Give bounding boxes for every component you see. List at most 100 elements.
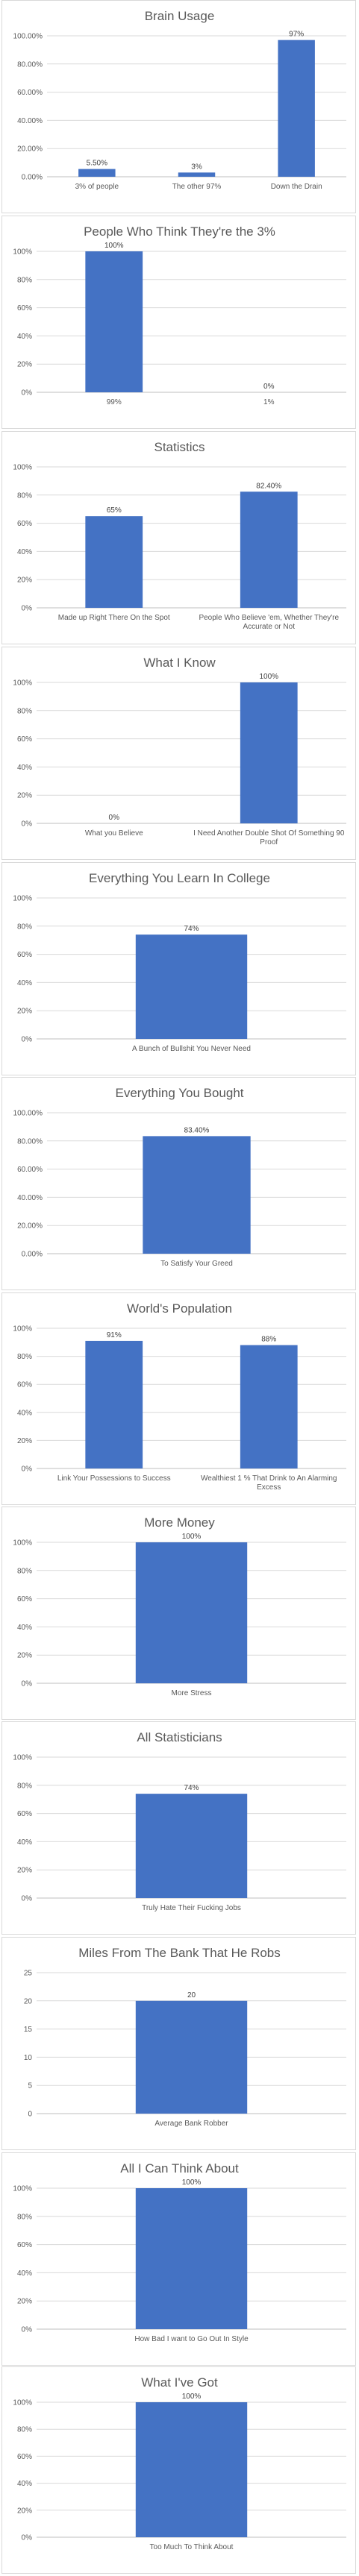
category-label-line: Down the Drain <box>271 183 322 191</box>
y-tick-label: 20% <box>17 1437 32 1445</box>
chart-title: More Money <box>144 1515 215 1530</box>
category-label-line: 99% <box>107 398 122 406</box>
chart-title: All Statisticians <box>137 1730 222 1744</box>
category-label: What you Believe <box>85 829 143 838</box>
y-tick-label: 20% <box>17 577 32 585</box>
y-tick-label: 100% <box>13 2185 32 2193</box>
y-tick-label: 10 <box>24 2054 33 2062</box>
category-label-line: People Who Believe 'em, Whether They're <box>199 614 339 622</box>
bar <box>85 251 143 392</box>
y-tick-label: 60% <box>17 951 32 959</box>
data-label: 83.40% <box>184 1126 210 1134</box>
y-tick-label: 100% <box>13 2399 32 2407</box>
y-tick-label: 60% <box>17 1381 32 1389</box>
chart-svg: Brain Usage 0.00% 20.00% 40.00% 60.00% 80.00%… <box>13 9 346 191</box>
y-tick-label: 80% <box>17 491 32 500</box>
y-tick-label: 100% <box>13 1325 32 1333</box>
y-tick-label: 20% <box>17 2298 32 2306</box>
data-label: 3% <box>191 163 202 171</box>
bar <box>135 1542 248 1683</box>
chart-svg: All Statisticians 0% 20% 40% 60% 80% 100% 74% Tr… <box>13 1730 346 1912</box>
category-label-line: Excess <box>257 1483 281 1492</box>
y-tick-label: 40% <box>17 2480 32 2488</box>
chart-panel-5: Everything You Learn In College 0% 20% 40% 6… <box>1 862 356 1075</box>
data-label: 82.40% <box>256 482 281 490</box>
y-tick-label: 20% <box>17 1867 32 1875</box>
data-label: 97% <box>289 31 304 39</box>
y-tick-label: 100% <box>13 1539 32 1548</box>
y-tick-label: 15 <box>24 2026 33 2034</box>
chart-title: People Who Think They're the 3% <box>84 224 275 239</box>
chart-svg: People Who Think They're the 3% 0% 20% 40% 6… <box>13 224 346 406</box>
y-tick-label: 40% <box>17 1624 32 1632</box>
y-tick-label: 80.00% <box>17 1137 43 1146</box>
category-label: The other 97% <box>172 183 222 191</box>
y-tick-label: 0% <box>22 2326 33 2334</box>
y-tick-label: 25 <box>24 1970 33 1978</box>
y-tick-label: 20.00% <box>17 145 43 154</box>
y-tick-label: 40% <box>17 333 32 341</box>
y-tick-label: 100.00% <box>13 1110 43 1118</box>
y-tick-label: 20 <box>24 1997 33 2005</box>
data-label: 5.50% <box>87 160 107 168</box>
chart-title: Everything You Learn In College <box>89 871 270 885</box>
y-tick-label: 5 <box>28 2082 32 2090</box>
category-label: I Need Another Double Shot Of Something … <box>193 829 345 846</box>
bar <box>78 169 116 177</box>
bar <box>240 682 298 823</box>
category-label: To Satisfy Your Greed <box>160 1260 233 1268</box>
y-tick-label: 60.00% <box>17 89 43 97</box>
chart-svg: World's Population 0% 20% 40% 60% 80% 100% 91% L… <box>13 1301 346 1492</box>
chart-svg: Miles From The Bank That He Robs 0 5 10 15 20… <box>24 1946 346 2128</box>
category-label: Down the Drain <box>271 183 322 191</box>
category-label-line: The other 97% <box>172 183 222 191</box>
y-tick-label: 100% <box>13 248 32 257</box>
chart-title: World's Population <box>127 1301 232 1316</box>
y-tick-label: 40% <box>17 1409 32 1417</box>
data-label: 0% <box>109 814 120 822</box>
y-tick-label: 100% <box>13 464 32 472</box>
category-label: Wealthiest 1 % That Drink to An Alarming… <box>201 1474 337 1492</box>
chart-title: Statistics <box>154 440 205 454</box>
data-label: 100% <box>182 1533 202 1541</box>
chart-svg: Everything You Learn In College 0% 20% 40% 6… <box>13 871 346 1053</box>
y-tick-label: 60% <box>17 735 32 744</box>
y-tick-label: 80% <box>17 1353 32 1361</box>
category-label: Made up Right There On the Spot <box>58 614 170 622</box>
y-tick-label: 40% <box>17 548 32 556</box>
y-tick-label: 40% <box>17 979 32 987</box>
chart-panel-1: Brain Usage 0.00% 20.00% 40.00% 60.00% 80.00%… <box>1 0 356 213</box>
category-label-line: I Need Another Double Shot Of Something … <box>193 829 345 838</box>
y-tick-label: 40% <box>17 764 32 772</box>
chart-panel-9: All Statisticians 0% 20% 40% 60% 80% 100% 74% Tr… <box>1 1721 356 1935</box>
chart-panel-6: Everything You Bought 0.00% 20.00% 40.00% 60… <box>1 1077 356 1290</box>
y-tick-label: 0% <box>22 1895 33 1903</box>
category-label: How Bad I want to Go Out In Style <box>134 2335 249 2343</box>
y-tick-label: 100% <box>13 679 32 688</box>
y-tick-label: 80% <box>17 2426 32 2434</box>
category-label-line: Link Your Possessions to Success <box>57 1474 171 1483</box>
data-label: 88% <box>261 1336 276 1344</box>
chart-title: What I Know <box>143 656 216 670</box>
bar <box>240 1345 298 1468</box>
bar <box>240 491 298 608</box>
category-label-line: How Bad I want to Go Out In Style <box>134 2335 249 2343</box>
bar <box>135 934 248 1039</box>
y-tick-label: 20% <box>17 792 32 800</box>
y-tick-label: 20% <box>17 1008 32 1016</box>
y-tick-label: 0% <box>22 2534 33 2542</box>
data-label: 100% <box>182 2178 202 2187</box>
y-tick-label: 80% <box>17 923 32 931</box>
y-tick-label: 0% <box>22 605 33 613</box>
chart-svg: Statistics 0% 20% 40% 60% 80% 100% 65% Made up R… <box>13 440 346 631</box>
category-label: Truly Hate Their Fucking Jobs <box>142 1904 241 1912</box>
y-tick-label: 60% <box>17 304 32 312</box>
chart-title: All I Can Think About <box>120 2161 239 2176</box>
y-tick-label: 0% <box>22 1036 33 1044</box>
category-label-line: More Stress <box>172 1689 212 1697</box>
chart-title: Everything You Bought <box>115 1086 243 1100</box>
y-tick-label: 80.00% <box>17 60 43 69</box>
chart-svg: What I Know 0% 20% 40% 60% 80% 100% 0% What you … <box>13 656 346 846</box>
chart-panel-7: World's Population 0% 20% 40% 60% 80% 100% 91% L… <box>1 1292 356 1505</box>
